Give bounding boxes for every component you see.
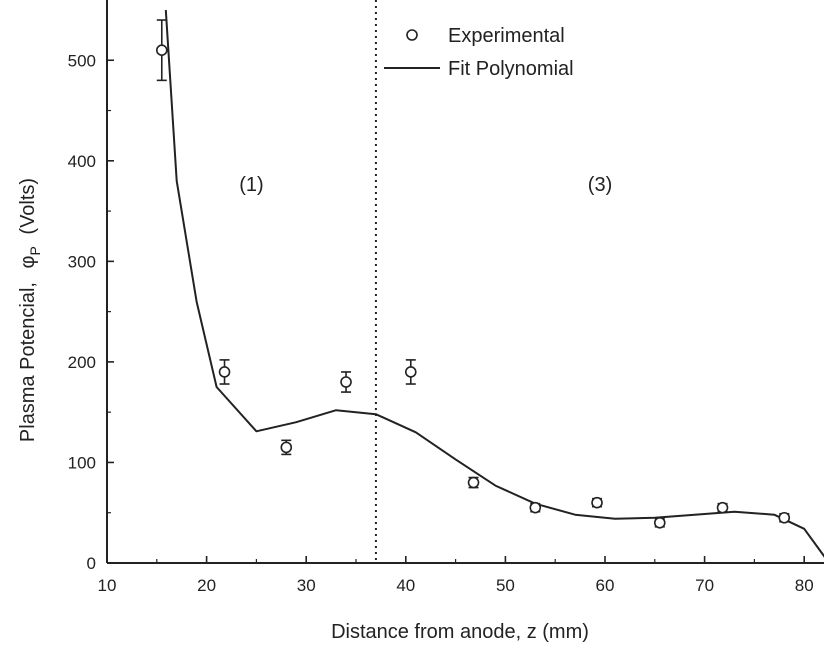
- x-tick-label: 60: [596, 576, 615, 595]
- experimental-point: [404, 359, 417, 385]
- legend-item-fit-polynomial: Fit Polynomial: [384, 58, 574, 80]
- region-label: (3): [588, 174, 612, 196]
- fit-polynomial-line: [164, 9, 824, 558]
- data-marker: [716, 501, 729, 514]
- legend-item-experimental: Experimental: [406, 25, 565, 47]
- data-marker: [653, 516, 666, 529]
- legend-label-fit-polynomial: Fit Polynomial: [448, 58, 574, 80]
- experimental-point: [653, 516, 666, 529]
- x-tick-label: 30: [297, 576, 316, 595]
- y-axis-title-main: Plasma Potencial,: [17, 282, 39, 442]
- y-tick-label: 200: [68, 353, 96, 372]
- experimental-point: [529, 501, 542, 514]
- y-tick-label: 100: [68, 453, 96, 472]
- y-axis-title: Plasma Potencial, φP (Volts): [17, 178, 45, 442]
- x-tick-label: 10: [98, 576, 117, 595]
- axis-ticks: 10 20 30 40 50 60 70 80 0 100 200 300 400 500: [68, 51, 814, 595]
- data-marker: [404, 366, 417, 378]
- x-tick-label: 50: [496, 576, 515, 595]
- region-label-layer: (1) (3): [239, 174, 612, 196]
- fit-line-layer: [164, 9, 824, 558]
- y-tick-label: 400: [68, 152, 96, 171]
- legend-label-experimental: Experimental: [448, 25, 565, 47]
- x-tick-label: 40: [396, 576, 415, 595]
- experimental-point: [340, 371, 352, 393]
- data-marker: [280, 441, 293, 454]
- region-label: (1): [239, 174, 263, 196]
- experimental-point: [155, 19, 168, 82]
- experimental-points-layer: [155, 19, 791, 529]
- data-marker: [340, 376, 352, 388]
- data-marker: [529, 501, 542, 514]
- data-marker: [218, 366, 231, 378]
- legend-marker-open-circle: [406, 29, 418, 41]
- x-axis-title: Distance from anode, z (mm): [331, 621, 589, 643]
- experimental-point: [591, 496, 603, 509]
- experimental-point: [280, 439, 293, 456]
- legend: Experimental Fit Polynomial: [384, 25, 574, 80]
- experimental-point: [218, 359, 231, 385]
- y-tick-label: 300: [68, 252, 96, 271]
- data-marker: [591, 496, 603, 509]
- x-tick-label: 70: [695, 576, 714, 595]
- data-marker: [778, 511, 791, 524]
- experimental-point: [778, 511, 791, 524]
- plot-frame: [106, 0, 824, 564]
- y-tick-label: 0: [87, 554, 96, 573]
- y-axis-title-symbol: φ: [17, 255, 39, 268]
- data-marker: [467, 476, 480, 489]
- experimental-point: [716, 501, 729, 514]
- y-axis-title-subscript: P: [27, 246, 43, 255]
- y-tick-label: 500: [68, 51, 96, 70]
- y-axis-title-unit: (Volts): [17, 178, 39, 235]
- data-marker: [155, 44, 168, 56]
- experimental-point: [467, 476, 480, 489]
- x-tick-label: 20: [197, 576, 216, 595]
- x-tick-label: 80: [795, 576, 814, 595]
